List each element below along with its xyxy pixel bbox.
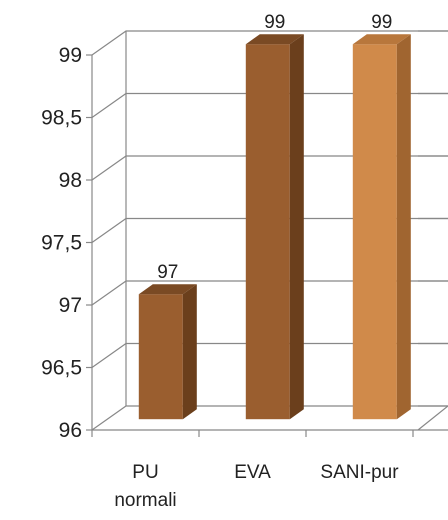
bars <box>138 34 411 420</box>
bar-3 <box>352 44 397 420</box>
bar-top-1 <box>138 284 197 295</box>
bar-side-2 <box>289 34 304 420</box>
bar-1 <box>138 294 183 420</box>
bar-side-1 <box>182 284 197 420</box>
floor-edge <box>417 405 448 431</box>
data-label: 99 <box>371 12 392 33</box>
x-tick-label: normali <box>114 490 176 511</box>
x-tick-label: SANI-pur <box>320 462 399 483</box>
y-tick-label: 97 <box>59 294 82 317</box>
y-tick-label: 99 <box>59 44 82 67</box>
data-label: 99 <box>264 12 285 33</box>
bar-side-3 <box>396 34 411 420</box>
bar-2 <box>245 44 290 420</box>
bar-top-3 <box>352 34 411 45</box>
bar-top-2 <box>245 34 304 45</box>
data-label: 97 <box>157 262 178 283</box>
x-tick-label: EVA <box>234 462 271 483</box>
y-tick-label: 98 <box>59 169 82 192</box>
y-tick-label: 98,5 <box>41 107 82 130</box>
y-tick-label: 96 <box>59 419 82 442</box>
axes <box>86 31 448 437</box>
y-tick-label: 96,5 <box>41 357 82 380</box>
x-tick-label: PU <box>132 462 158 483</box>
labels: 96 96,5 97 97,5 98 98,5 99 97 PU normali 99 EVA 99 SA… <box>41 12 399 511</box>
y-tick-label: 97,5 <box>41 232 82 255</box>
